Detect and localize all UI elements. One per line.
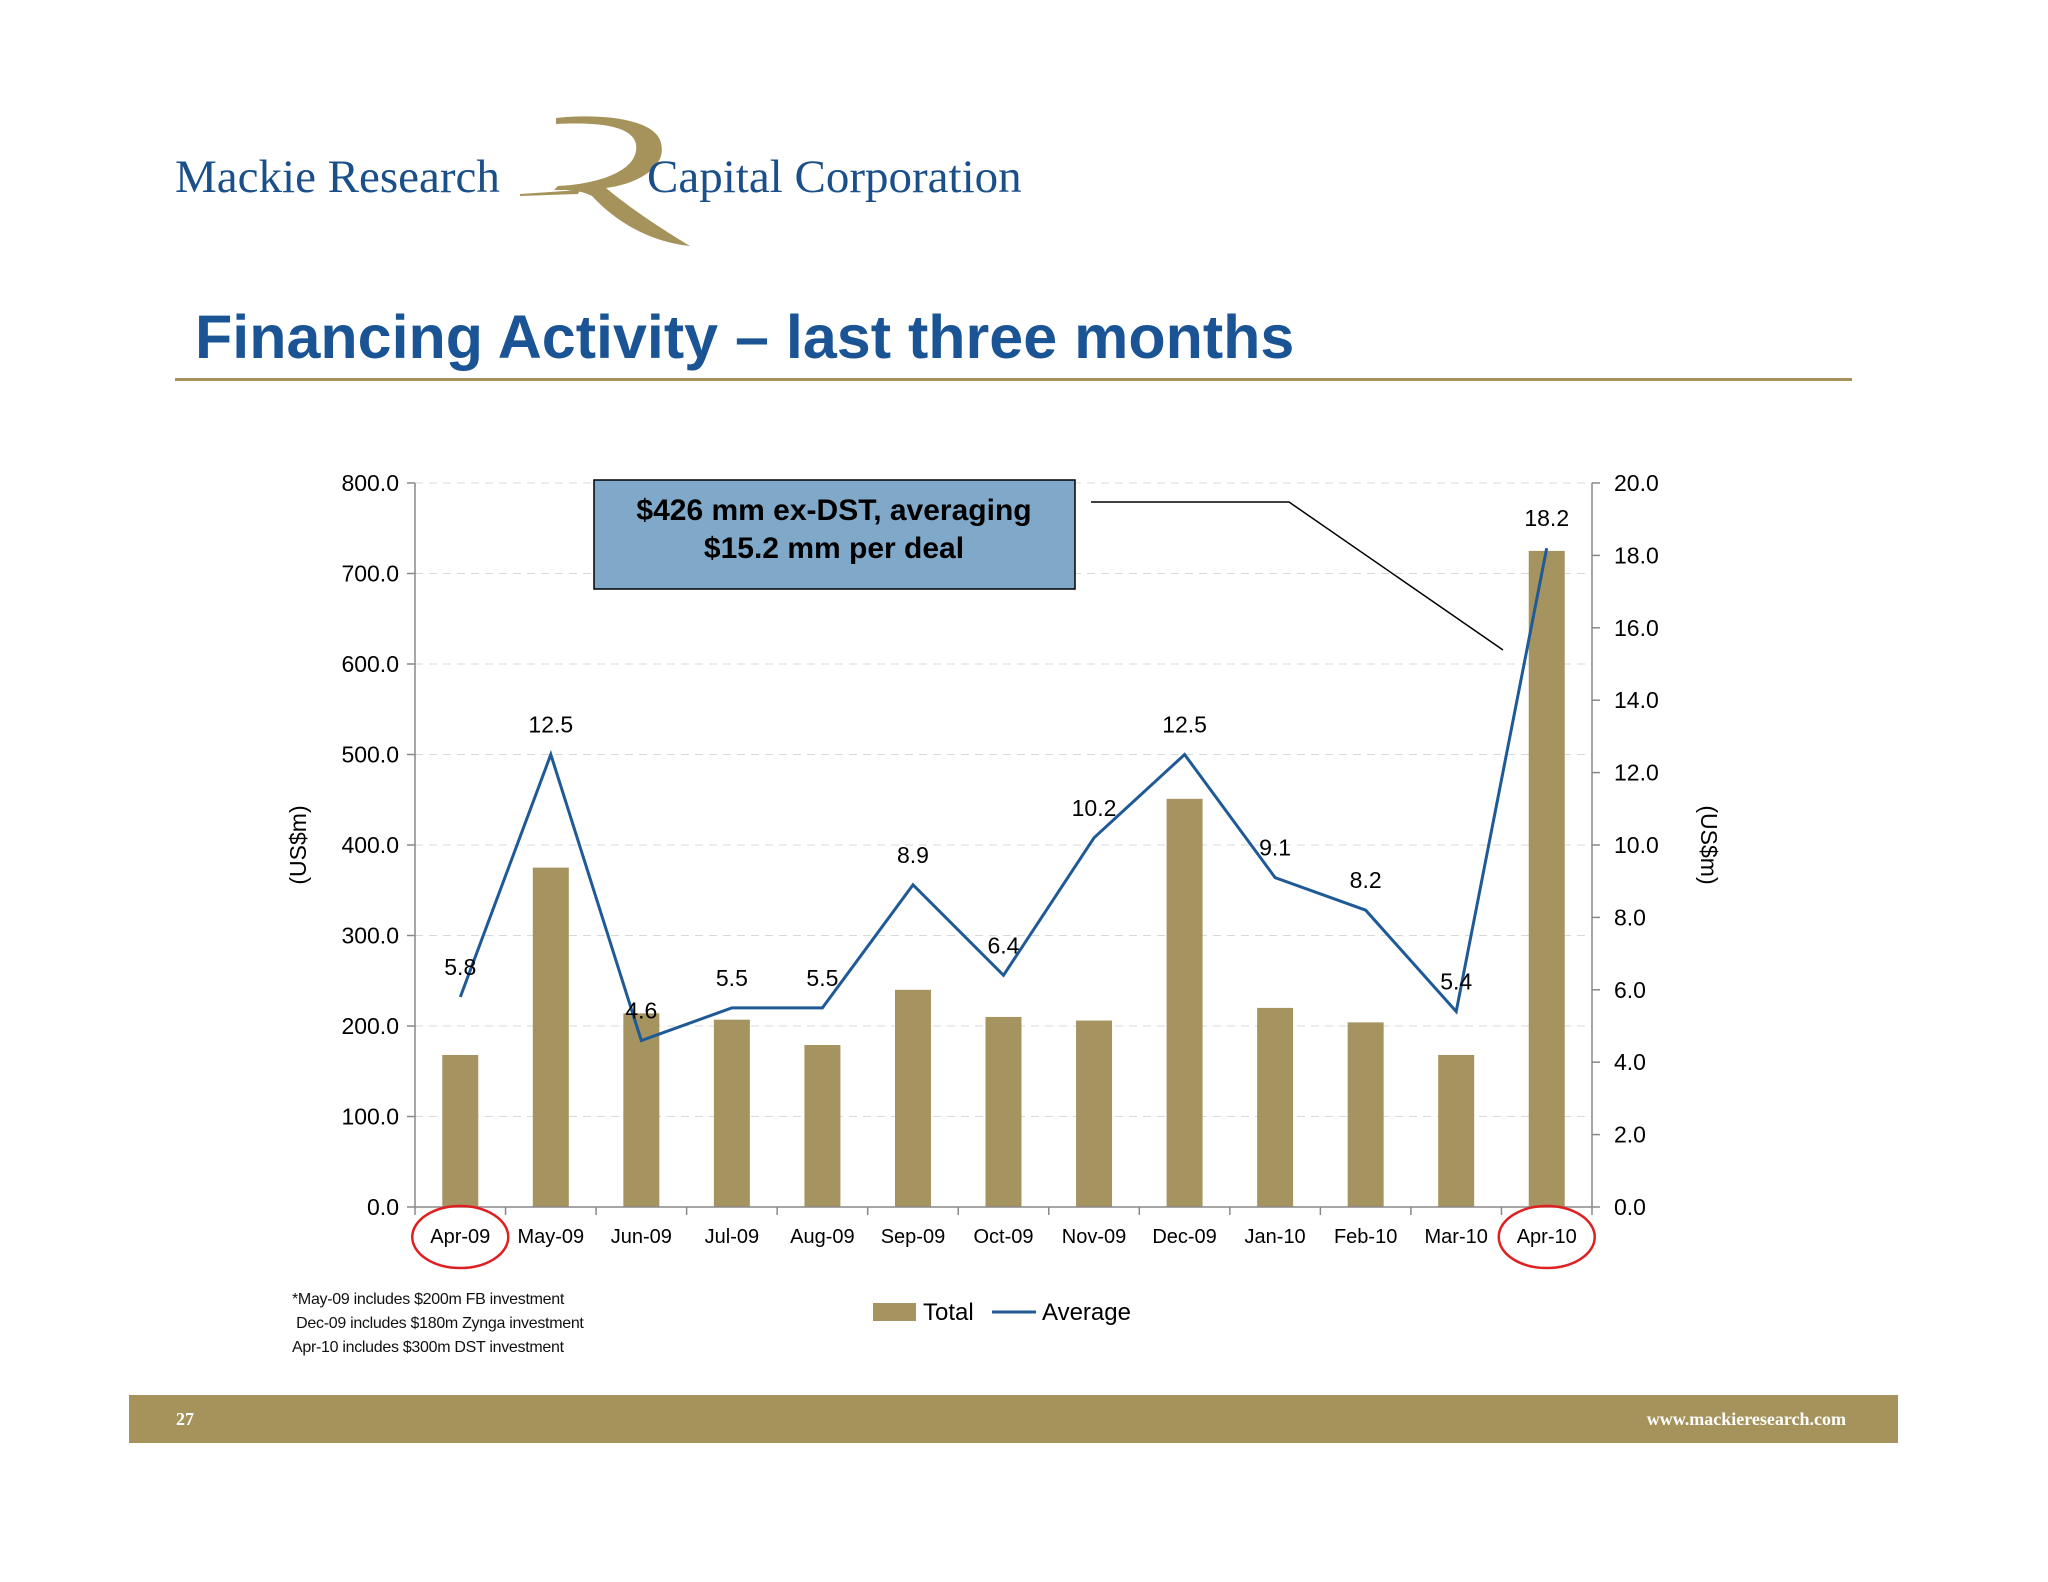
title-divider [175,378,1852,381]
bar-Jan-10 [1257,1007,1294,1207]
footnote-2: Dec-09 includes $180m Zynga investment [292,1315,584,1332]
footer-bar: 27 www.mackieresearch.com [129,1395,1898,1443]
x-tick-label: Apr-09 [430,1226,490,1248]
x-tick-label: Mar-10 [1425,1226,1488,1248]
y2-tick-label: 16.0 [1614,615,1659,641]
average-label-Jul-09: 5.5 [716,965,748,991]
y2-tick-label: 2.0 [1614,1122,1646,1148]
average-label-Nov-09: 10.2 [1072,795,1117,821]
bar-Jul-09 [713,1019,750,1207]
x-tick-label: Dec-09 [1152,1226,1216,1248]
callout-line-2: $15.2 mm per deal [704,532,964,565]
average-label-Apr-09: 5.8 [444,954,476,980]
page-number: 27 [176,1409,194,1429]
bar-Mar-10 [1438,1054,1475,1207]
y-ticks-right: 0.0 2.0 4.0 6.0 8.0 10.0 12.0 14.0 16.0 18.0 20.0 [1592,470,1659,1220]
x-tick-label: Oct-09 [973,1226,1033,1248]
x-tick-label: Jul-09 [705,1226,759,1248]
average-label-Dec-09: 12.5 [1162,712,1207,738]
average-label-May-09: 12.5 [528,712,573,738]
y-tick-label: 500.0 [341,742,399,768]
highlight-circle-Apr-10 [1497,1204,1596,1270]
bar-Jun-09 [623,1013,660,1207]
legend-total-label: Total [923,1299,974,1326]
x-tick-label: Nov-09 [1062,1226,1126,1248]
y-tick-label: 800.0 [341,470,399,496]
y-tick-label: 300.0 [341,923,399,949]
average-label-Apr-10: 18.2 [1524,505,1569,531]
company-logo: Mackie Research Capital Corporation [170,110,1090,260]
y2-tick-label: 18.0 [1614,542,1659,568]
y-tick-label: 100.0 [341,1104,399,1130]
logo-left-text: Mackie Research [175,151,500,203]
bar-Aug-09 [804,1045,841,1207]
y2-tick-label: 8.0 [1614,904,1646,930]
bar-Feb-10 [1347,1022,1384,1207]
average-label-Sep-09: 8.9 [897,842,929,868]
bars-total [442,550,1565,1207]
highlight-circles [411,1204,1596,1270]
r-monogram-icon [520,116,690,246]
average-label-Aug-09: 5.5 [806,965,838,991]
footnote-3: Apr-10 includes $300m DST investment [292,1339,564,1356]
bar-Sep-09 [894,989,931,1207]
y-tick-label: 600.0 [341,651,399,677]
y-tick-label: 400.0 [341,832,399,858]
callout-line-1: $426 mm ex-DST, averaging [636,494,1031,527]
y-axis-label-left: (US$m) [285,805,311,884]
bar-Nov-09 [1076,1020,1113,1207]
bar-Apr-09 [442,1054,479,1207]
highlight-circle-Apr-09 [411,1204,510,1270]
legend-total-swatch [873,1303,916,1321]
average-label-Jan-10: 9.1 [1259,835,1291,861]
y2-tick-label: 12.0 [1614,760,1659,786]
logo-right-text: Capital Corporation [647,151,1022,203]
y-tick-label: 0.0 [367,1194,399,1220]
x-tick-label: Jun-09 [611,1226,672,1248]
average-label-Jun-09: 4.6 [625,997,657,1023]
x-tick-label: Apr-10 [1517,1226,1577,1248]
y2-tick-label: 14.0 [1614,687,1659,713]
bar-May-09 [532,867,569,1207]
x-ticks: Apr-09 May-09 Jun-09 Jul-09 Aug-09 Sep-09 Oct-… [414,1207,1593,1248]
y-axis-label-right: (US$m) [1696,805,1722,884]
x-tick-label: Feb-10 [1334,1226,1397,1248]
page-title: Financing Activity – last three months [195,303,1295,371]
y-tick-label: 700.0 [341,561,399,587]
average-label-Feb-10: 8.2 [1350,867,1382,893]
bar-Oct-09 [985,1016,1022,1207]
legend-average-label: Average [1042,1299,1131,1326]
x-tick-label: Jan-10 [1245,1226,1306,1248]
legend: Total Average [873,1299,1131,1326]
y2-tick-label: 6.0 [1614,977,1646,1003]
footnotes: *May-09 includes $200m FB investment Dec… [292,1288,584,1360]
y2-tick-label: 4.0 [1614,1049,1646,1075]
x-tick-label: Sep-09 [881,1226,946,1248]
y-ticks-left: 0.0 100.0 200.0 300.0 400.0 500.0 600.0 700.0 80… [341,470,415,1220]
footnote-1: *May-09 includes $200m FB investment [292,1291,564,1308]
footer-url[interactable]: www.mackieresearch.com [1646,1409,1846,1429]
y-tick-label: 200.0 [341,1013,399,1039]
average-label-Oct-09: 6.4 [988,932,1020,958]
average-data-labels: 5.8 12.5 4.6 5.5 5.5 8.9 6.4 10.2 12.5 9.1 8.2 5.4 1… [444,505,1569,1023]
x-tick-label: May-09 [517,1226,584,1248]
average-label-Mar-10: 5.4 [1440,969,1472,995]
callout-box: $426 mm ex-DST, averaging $15.2 mm per d… [593,479,1076,590]
average-line [458,547,1549,1043]
y2-tick-label: 10.0 [1614,832,1659,858]
y2-tick-label: 20.0 [1614,470,1659,496]
x-tick-label: Aug-09 [790,1226,855,1248]
y2-tick-label: 0.0 [1614,1194,1646,1220]
callout-leader-line [1091,501,1504,651]
bar-Dec-09 [1166,798,1203,1207]
bar-Apr-10 [1528,550,1565,1207]
